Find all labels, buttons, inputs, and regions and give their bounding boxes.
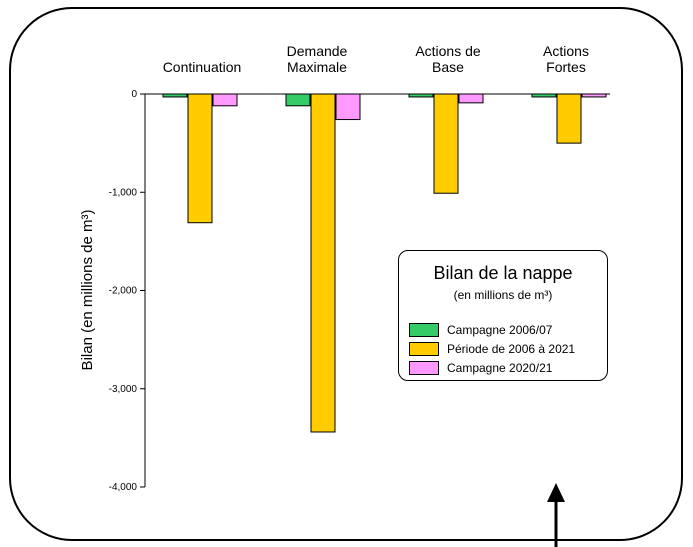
bar	[556, 93, 582, 144]
legend-item: Campagne 2020/21	[409, 360, 552, 376]
legend-item: Campagne 2006/07	[409, 322, 552, 338]
legend-swatch-2006-2021	[409, 342, 439, 356]
bar	[212, 93, 238, 107]
y-tick-label: 0	[131, 89, 137, 100]
bar	[408, 93, 434, 98]
bar	[335, 93, 361, 121]
category-label: Demande Maximale	[287, 43, 348, 75]
legend-label: Campagne 2006/07	[447, 323, 553, 337]
bar	[531, 93, 557, 98]
bar	[162, 93, 188, 98]
legend-label: Période de 2006 à 2021	[447, 342, 576, 356]
legend-swatch-2006-07	[409, 323, 439, 337]
category-label: Actions de Base	[415, 43, 481, 75]
y-tick-label: -2,000	[109, 286, 138, 297]
bar	[581, 93, 607, 98]
bar	[187, 93, 213, 224]
bar	[310, 93, 336, 433]
y-tick-label: -3,000	[109, 384, 138, 395]
category-label: Continuation	[163, 59, 242, 75]
legend: Bilan de la nappe (en millions de m³) Ca…	[398, 250, 608, 381]
y-tick-label: -4,000	[109, 482, 138, 493]
bar	[458, 93, 484, 104]
category-label: Actions Fortes	[543, 43, 589, 75]
y-tick-label: -1,000	[109, 187, 138, 198]
legend-item: Période de 2006 à 2021	[409, 341, 575, 357]
legend-label: Campagne 2020/21	[447, 361, 553, 375]
bar	[285, 93, 311, 107]
legend-swatch-2020-21	[409, 361, 439, 375]
legend-subtitle: (en millions de m³)	[453, 288, 553, 302]
legend-title: Bilan de la nappe	[433, 263, 573, 283]
bar	[433, 93, 459, 194]
up-arrow-icon	[547, 483, 565, 547]
y-axis-title: Bilan (en millions de m³)	[79, 210, 96, 371]
chart-frame	[9, 7, 683, 541]
